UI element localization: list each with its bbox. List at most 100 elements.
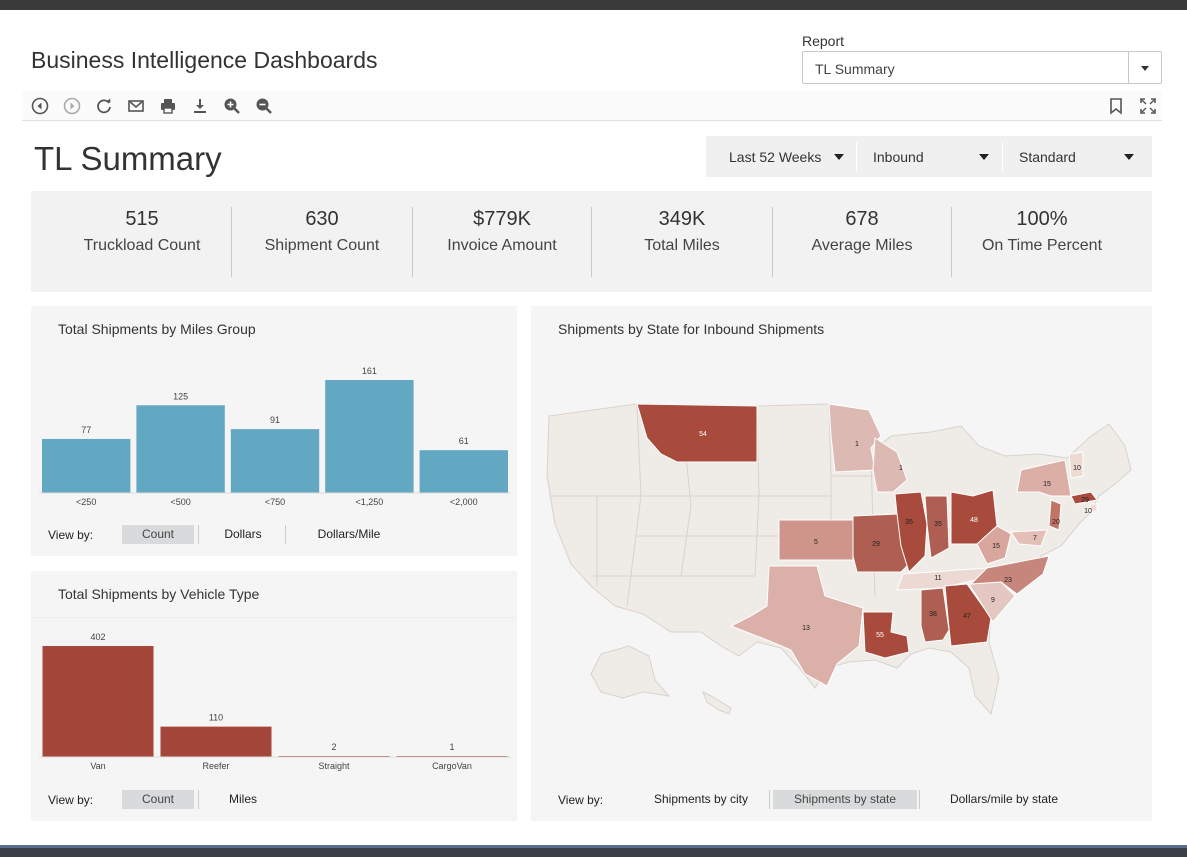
view-miles-button[interactable]: Miles	[228, 792, 257, 806]
kpi-on-time-percent: 100% On Time Percent	[952, 191, 1132, 292]
kpi-divider	[591, 207, 592, 277]
state-label: 15	[992, 543, 1000, 550]
state-mn	[828, 403, 882, 473]
report-select-value: TL Summary	[815, 61, 895, 77]
view-by-label: View by:	[558, 793, 604, 807]
refresh-icon[interactable]	[93, 95, 115, 117]
state-label: 11	[934, 575, 941, 582]
chevron-down-icon[interactable]	[1128, 52, 1161, 83]
back-icon[interactable]	[29, 95, 51, 117]
state-vt	[1068, 451, 1084, 479]
bar-<500[interactable]	[136, 405, 225, 493]
state-label: 5	[814, 539, 818, 546]
bar-value-label: 77	[81, 425, 91, 435]
state-label: 7	[1033, 535, 1037, 542]
period-filter[interactable]: Last 52 Weeks	[706, 136, 856, 177]
bar-<750[interactable]	[230, 429, 320, 493]
state-label: 15	[1043, 481, 1051, 488]
print-icon[interactable]	[157, 95, 179, 117]
download-icon[interactable]	[189, 95, 211, 117]
us-state-map: 54 1 1 35 35 48 29 5 13 55 38 47 9 23 11…	[546, 403, 1132, 716]
category-label: <750	[265, 497, 285, 507]
chevron-down-icon	[1124, 154, 1134, 160]
state-label: 35	[905, 519, 913, 526]
view-dollars-per-mile-button[interactable]: Dollars/Mile	[317, 527, 381, 541]
state-label: 9	[991, 597, 995, 604]
kpi-label: Total Miles	[644, 237, 720, 254]
window-top-bar	[0, 0, 1187, 10]
state-label: 1	[899, 465, 903, 472]
window-bottom-bar	[0, 845, 1187, 857]
state-nc	[969, 555, 1050, 595]
state-ks	[778, 519, 854, 561]
bar-<250[interactable]	[42, 438, 131, 493]
kpi-value: $779K	[473, 208, 531, 230]
kpi-divider	[772, 207, 773, 277]
colored-states	[636, 403, 1098, 687]
state-label: 10	[1073, 465, 1081, 472]
bar-value-label: 402	[90, 632, 105, 642]
state-label: 55	[876, 632, 884, 639]
state-label: 38	[929, 611, 937, 618]
state-md	[1010, 529, 1048, 547]
mode-filter[interactable]: Standard	[1003, 136, 1152, 177]
state-ri	[1088, 503, 1098, 513]
view-by-label: View by:	[48, 528, 94, 542]
panel-title: Total Shipments by Miles Group	[58, 321, 256, 337]
page-title: TL Summary	[34, 140, 222, 177]
panel-title: Total Shipments by Vehicle Type	[58, 586, 260, 602]
bar-Reefer[interactable]	[160, 726, 272, 757]
chevron-down-icon	[834, 154, 844, 160]
state-label: 48	[970, 517, 978, 524]
kpi-label: Invoice Amount	[447, 237, 557, 254]
state-wv	[976, 525, 1012, 565]
button-divider	[198, 790, 199, 809]
state-label: 47	[963, 613, 971, 620]
kpi-value: 678	[845, 208, 879, 230]
bookmark-icon[interactable]	[1105, 95, 1127, 117]
chevron-down-icon	[979, 154, 989, 160]
category-label: Straight	[318, 761, 350, 771]
kpi-shipment-count: 630 Shipment Count	[232, 191, 412, 292]
direction-filter[interactable]: Inbound	[857, 136, 1002, 177]
state-mt	[636, 403, 758, 463]
view-by-label: View by:	[48, 793, 94, 807]
state-label: 54	[699, 431, 707, 438]
kpi-truckload-count: 515 Truckload Count	[52, 191, 232, 292]
bar-<2,000[interactable]	[419, 450, 508, 493]
report-select[interactable]: TL Summary	[802, 51, 1162, 84]
bar-value-label: 125	[173, 391, 188, 401]
state-label: 13	[802, 625, 810, 632]
email-icon[interactable]	[125, 95, 147, 117]
category-label: CargoVan	[432, 761, 472, 771]
vehicle-bar-chart: 402 Van 110 Reefer 2 Straight 1 CargoVan	[39, 632, 511, 771]
view-dollars-per-mile-by-state-button[interactable]: Dollars/mile by state	[949, 792, 1059, 806]
button-divider	[198, 525, 199, 544]
zoom-in-icon[interactable]	[221, 95, 243, 117]
miles-bar-chart: 77 <250 125 <500 91 <750 161 <1,250 61 <2,000	[39, 366, 511, 507]
state-ga	[944, 583, 992, 647]
state-in	[924, 495, 950, 559]
state-ma	[1070, 491, 1098, 505]
category-label: <2,000	[450, 497, 478, 507]
view-dollars-button[interactable]: Dollars	[224, 527, 262, 541]
state-label: 20	[1052, 519, 1060, 526]
bar-<1,250[interactable]	[325, 380, 414, 493]
view-shipments-by-state-button[interactable]: Shipments by state	[773, 790, 917, 809]
state-tx	[729, 565, 864, 687]
hawaii-shape	[702, 690, 732, 715]
kpi-value: 100%	[1016, 208, 1068, 230]
fullscreen-icon[interactable]	[1137, 95, 1159, 117]
zoom-out-icon[interactable]	[253, 95, 275, 117]
forward-icon[interactable]	[61, 95, 83, 117]
mode-filter-value: Standard	[1019, 149, 1076, 165]
bar-value-label: 1	[449, 742, 454, 752]
filter-divider	[856, 142, 857, 172]
kpi-label: Truckload Count	[83, 237, 201, 254]
state-nj	[1048, 499, 1062, 531]
kpi-divider	[412, 207, 413, 277]
view-count-button[interactable]: Count	[122, 525, 194, 544]
bar-Van[interactable]	[42, 646, 154, 757]
view-count-button[interactable]: Count	[122, 790, 194, 809]
view-shipments-by-city-button[interactable]: Shipments by city	[653, 792, 749, 806]
